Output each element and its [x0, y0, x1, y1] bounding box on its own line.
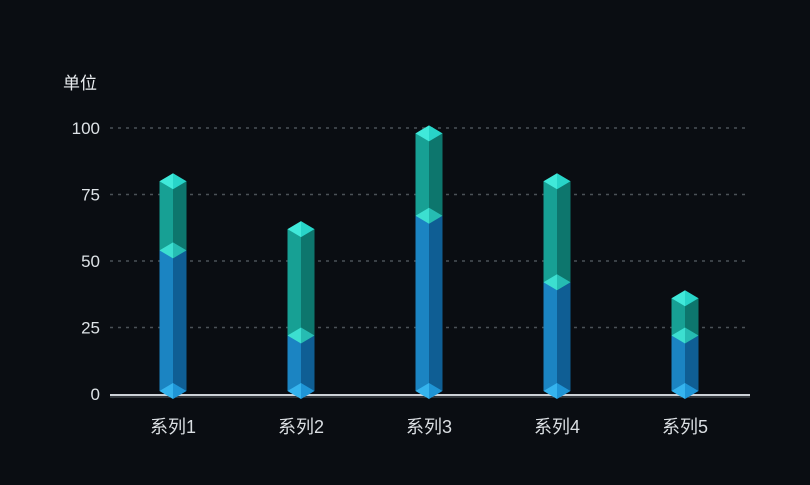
joint-diamond-right	[429, 207, 443, 224]
y-axis-title: 单位	[63, 74, 97, 93]
y-tick-label-25: 25	[81, 319, 100, 338]
bar-series-4[interactable]	[543, 173, 571, 399]
top-segment-right-face	[685, 298, 699, 336]
cap-diamond-left	[287, 221, 301, 238]
x-category-label-2: 系列2	[278, 417, 324, 437]
joint-diamond-left	[671, 327, 685, 344]
bottom-segment-left-face	[287, 335, 301, 391]
top-segment-left-face	[671, 298, 685, 336]
base-diamond-right	[557, 383, 571, 399]
y-tick-label-50: 50	[81, 252, 100, 271]
top-segment-left-face	[287, 229, 301, 336]
top-segment-right-face	[173, 181, 187, 251]
bottom-segment-left-face	[159, 250, 173, 391]
y-tick-label-75: 75	[81, 186, 100, 205]
x-category-label-1: 系列1	[150, 417, 196, 437]
bars-layer	[159, 125, 699, 399]
base-diamond-right	[301, 383, 315, 399]
bottom-segment-left-face	[543, 282, 557, 391]
bottom-segment-right-face	[429, 215, 443, 391]
top-segment-left-face	[543, 181, 557, 283]
base-diamond-right	[685, 383, 699, 399]
x-category-label-3: 系列3	[406, 417, 452, 437]
y-tick-label-100: 100	[72, 119, 100, 138]
axis-labels-layer: 100 75 50 25 0 系列1 系列2 系列3 系列4 系列5	[72, 119, 708, 437]
base-diamond-right	[429, 383, 443, 399]
joint-diamond-right	[685, 327, 699, 344]
cap-diamond-left	[671, 290, 685, 307]
base-diamond-left	[287, 383, 301, 399]
top-segment-right-face	[301, 229, 315, 336]
joint-diamond-left	[415, 207, 429, 224]
cap-diamond-right	[301, 221, 315, 238]
y-tick-label-0: 0	[91, 385, 100, 404]
top-segment-right-face	[557, 181, 571, 283]
joint-diamond-left	[543, 274, 557, 291]
cap-diamond-right	[429, 125, 443, 142]
cap-diamond-right	[557, 173, 571, 190]
x-category-label-5: 系列5	[662, 417, 708, 437]
bar-series-2[interactable]	[287, 221, 315, 399]
grid-layer	[110, 127, 748, 329]
cap-diamond-right	[685, 290, 699, 307]
bottom-segment-left-face	[671, 335, 685, 391]
base-diamond-left	[159, 383, 173, 399]
cap-diamond-right	[173, 173, 187, 190]
bar-series-3[interactable]	[415, 125, 443, 399]
top-segment-right-face	[429, 133, 443, 216]
base-diamond-left	[671, 383, 685, 399]
base-diamond-right	[173, 383, 187, 399]
cap-diamond-left	[543, 173, 557, 190]
top-segment-left-face	[415, 133, 429, 216]
bottom-segment-right-face	[301, 335, 315, 391]
top-segment-left-face	[159, 181, 173, 251]
cap-diamond-left	[415, 125, 429, 142]
base-diamond-left	[543, 383, 557, 399]
joint-diamond-left	[159, 242, 173, 259]
bar-series-5[interactable]	[671, 290, 699, 399]
bottom-segment-left-face	[415, 215, 429, 391]
joint-diamond-right	[301, 327, 315, 344]
bottom-segment-right-face	[557, 282, 571, 391]
joint-diamond-right	[557, 274, 571, 291]
x-category-label-4: 系列4	[534, 417, 580, 437]
cap-diamond-left	[159, 173, 173, 190]
bottom-segment-right-face	[685, 335, 699, 391]
bar-series-1[interactable]	[159, 173, 187, 399]
base-diamond-left	[415, 383, 429, 399]
joint-diamond-right	[173, 242, 187, 259]
bottom-segment-right-face	[173, 250, 187, 391]
joint-diamond-left	[287, 327, 301, 344]
